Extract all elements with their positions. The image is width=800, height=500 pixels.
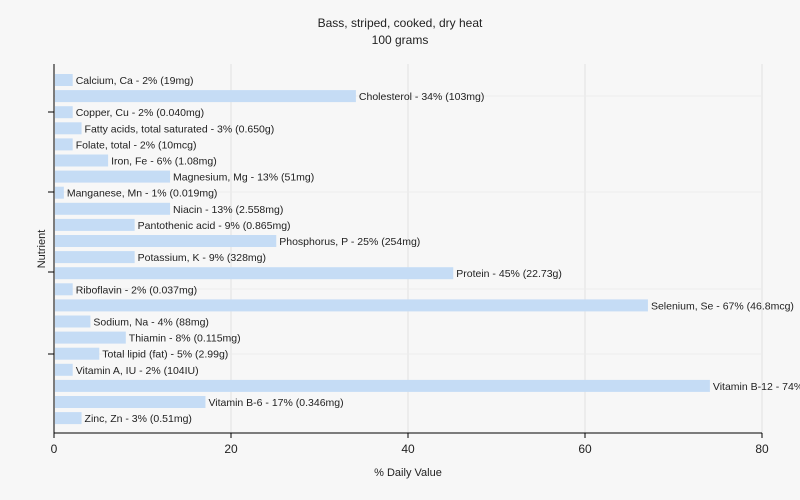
bar [55, 299, 648, 312]
bar [55, 170, 171, 183]
bar [55, 186, 64, 199]
bar [55, 315, 91, 328]
bar [55, 138, 73, 151]
x-tick-label: 20 [224, 442, 238, 456]
axes: 0 20 40 60 80 [48, 64, 769, 456]
bar-label: Zinc, Zn - 3% (0.51mg) [85, 413, 192, 425]
bar-label: Phosphorus, P - 25% (254mg) [279, 236, 420, 248]
bar-label: Riboflavin - 2% (0.037mg) [76, 284, 197, 296]
bar-label: Vitamin B-6 - 17% (0.346mg) [208, 397, 343, 409]
grid-lines [53, 64, 763, 433]
bar-label: Copper, Cu - 2% (0.040mg) [76, 107, 204, 119]
bar [55, 74, 73, 86]
bar [55, 154, 109, 167]
bar [55, 347, 100, 360]
x-tick-label: 40 [401, 442, 415, 456]
bar-label: Sodium, Na - 4% (88mg) [93, 317, 209, 329]
bar-label: Niacin - 13% (2.558mg) [173, 204, 283, 216]
bar [55, 267, 454, 280]
x-tick-label: 80 [755, 442, 769, 456]
bar [55, 202, 171, 215]
bar-label: Magnesium, Mg - 13% (51mg) [173, 172, 314, 184]
x-tick-label: 60 [578, 442, 592, 456]
y-axis-label: Nutrient [36, 230, 48, 269]
chart-subtitle: 100 grams [372, 33, 429, 47]
bar-label: Fatty acids, total saturated - 3% (0.650… [85, 123, 275, 135]
bar-label: Folate, total - 2% (10mcg) [76, 139, 197, 151]
bar-label: Thiamin - 8% (0.115mg) [129, 333, 241, 345]
bar-label: Protein - 45% (22.73g) [456, 268, 562, 280]
bar [55, 90, 356, 103]
bar-label: Selenium, Se - 67% (46.8mcg) [651, 300, 794, 312]
bar-label: Pantothenic acid - 9% (0.865mg) [138, 220, 291, 232]
bar-label: Vitamin A, IU - 2% (104IU) [76, 365, 199, 377]
bar-label: Cholesterol - 34% (103mg) [359, 91, 484, 103]
x-axis-label: % Daily Value [374, 467, 442, 479]
chart-title: Bass, striped, cooked, dry heat [318, 16, 483, 30]
bar [55, 379, 710, 392]
bar [55, 363, 73, 376]
bar [55, 412, 82, 425]
bar [55, 122, 82, 135]
bars: Calcium, Ca - 2% (19mg) Cholesterol - 34%… [55, 74, 800, 425]
bar [55, 331, 126, 344]
bar-label: Total lipid (fat) - 5% (2.99g) [102, 349, 228, 361]
bar-label: Vitamin B-12 - 74% (4.41mcg) [713, 381, 800, 393]
bar [55, 283, 73, 296]
bar [55, 235, 277, 247]
bar-label: Calcium, Ca - 2% (19mg) [76, 75, 194, 87]
bar-label: Iron, Fe - 6% (1.08mg) [111, 156, 217, 168]
bar [55, 251, 135, 264]
bar [55, 218, 135, 231]
bar [55, 106, 73, 119]
bar-label: Manganese, Mn - 1% (0.019mg) [67, 188, 218, 200]
x-tick-label: 0 [51, 442, 58, 456]
bar [55, 396, 206, 408]
bar-label: Potassium, K - 9% (328mg) [138, 252, 266, 264]
